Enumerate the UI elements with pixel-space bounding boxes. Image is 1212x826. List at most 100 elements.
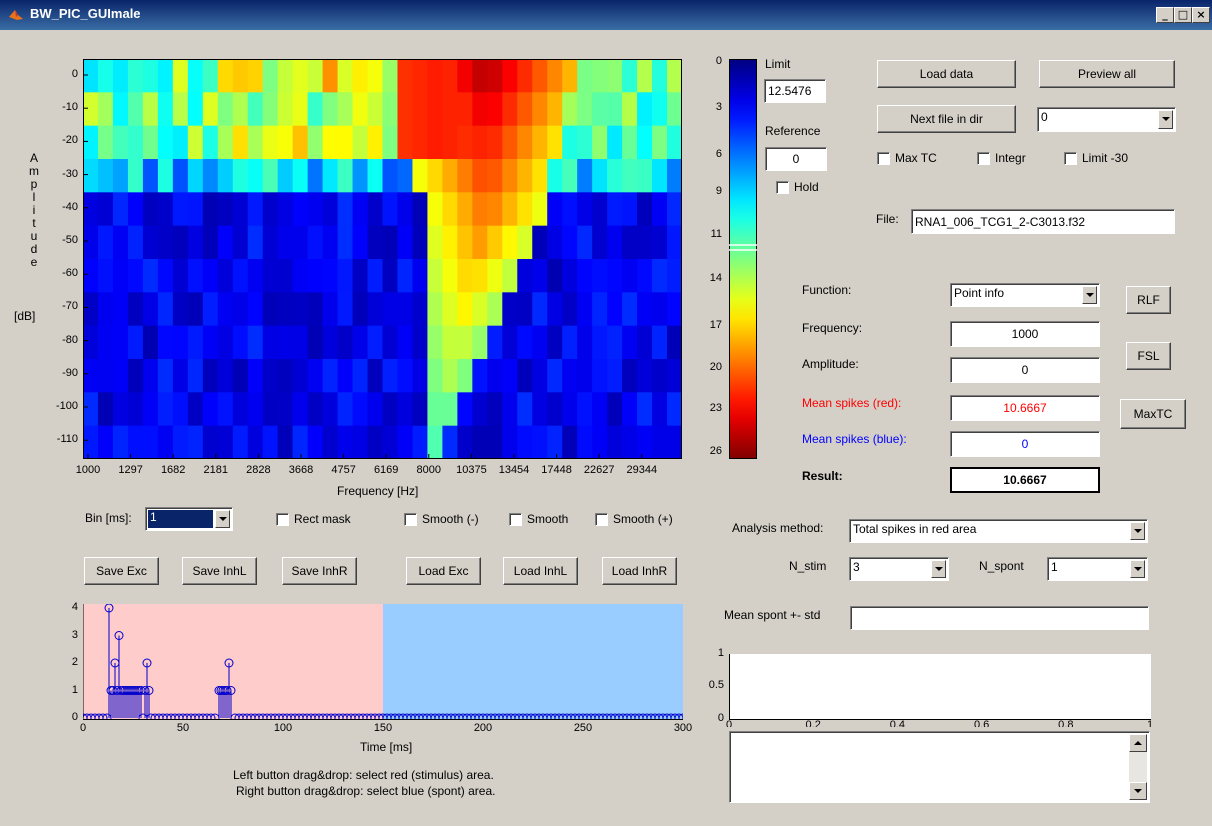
- heatmap-cell[interactable]: [112, 192, 129, 227]
- heatmap-cell[interactable]: [502, 392, 518, 427]
- heatmap-cell[interactable]: [367, 325, 384, 360]
- heatmap-cell[interactable]: [232, 59, 249, 93]
- heatmap-cell[interactable]: [232, 225, 249, 260]
- heatmap-cell[interactable]: [502, 92, 518, 127]
- heatmap-cell[interactable]: [232, 259, 249, 293]
- heatmap-cell[interactable]: [397, 159, 414, 193]
- maximize-button[interactable]: □: [1174, 7, 1192, 23]
- heatmap-cell[interactable]: [112, 225, 129, 260]
- heatmap-cell[interactable]: [187, 192, 204, 227]
- heatmap-cell[interactable]: [172, 192, 189, 227]
- heatmap-cell[interactable]: [127, 225, 144, 260]
- heatmap-cell[interactable]: [247, 325, 264, 360]
- heatmap-cell[interactable]: [157, 259, 174, 293]
- heatmap-cell[interactable]: [322, 259, 339, 293]
- heatmap-cell[interactable]: [442, 192, 458, 227]
- heatmap-cell[interactable]: [202, 225, 219, 260]
- heatmap-cell[interactable]: [517, 292, 533, 327]
- heatmap-cell[interactable]: [247, 359, 264, 393]
- heatmap-cell[interactable]: [517, 259, 533, 293]
- heatmap-cell[interactable]: [202, 392, 219, 427]
- heatmap-cell[interactable]: [397, 192, 414, 227]
- heatmap-cell[interactable]: [397, 292, 414, 327]
- heatmap-cell[interactable]: [532, 125, 548, 160]
- chevron-down-icon[interactable]: [1130, 522, 1145, 540]
- heatmap-cell[interactable]: [292, 359, 309, 393]
- heatmap-cell[interactable]: [652, 192, 668, 227]
- heatmap-cell[interactable]: [487, 92, 503, 127]
- heatmap-cell[interactable]: [517, 392, 533, 427]
- heatmap-cell[interactable]: [622, 392, 638, 427]
- heatmap-cell[interactable]: [592, 292, 608, 327]
- heatmap-cell[interactable]: [292, 292, 309, 327]
- heatmap-cell[interactable]: [112, 325, 129, 360]
- frequency-input[interactable]: 1000: [950, 321, 1100, 347]
- heatmap-cell[interactable]: [577, 325, 593, 360]
- heatmap-cell[interactable]: [637, 59, 653, 93]
- heatmap-cell[interactable]: [262, 425, 279, 459]
- heatmap-cell[interactable]: [517, 359, 533, 393]
- smooth-plus-checkbox-box[interactable]: [595, 512, 608, 526]
- heatmap-cell[interactable]: [397, 425, 414, 459]
- heatmap-cell[interactable]: [127, 292, 144, 327]
- heatmap-cell[interactable]: [472, 125, 488, 160]
- hold-checkbox[interactable]: Hold: [776, 180, 819, 194]
- heatmap-cell[interactable]: [442, 159, 458, 193]
- heatmap-cell[interactable]: [112, 359, 129, 393]
- heatmap-cell[interactable]: [427, 359, 443, 393]
- heatmap-cell[interactable]: [472, 225, 488, 260]
- heatmap-cell[interactable]: [487, 292, 503, 327]
- heatmap-cell[interactable]: [577, 259, 593, 293]
- heatmap-cell[interactable]: [292, 59, 309, 93]
- heatmap-cell[interactable]: [112, 59, 129, 93]
- heatmap-cell[interactable]: [562, 392, 578, 427]
- heatmap-cell[interactable]: [187, 59, 204, 93]
- heatmap-cell[interactable]: [217, 192, 234, 227]
- heatmap-cell[interactable]: [667, 392, 682, 427]
- heatmap-cell[interactable]: [127, 359, 144, 393]
- heatmap-cell[interactable]: [412, 292, 429, 327]
- heatmap-cell[interactable]: [667, 225, 682, 260]
- heatmap-cell[interactable]: [217, 225, 234, 260]
- heatmap-cell[interactable]: [562, 159, 578, 193]
- heatmap-cell[interactable]: [547, 425, 563, 459]
- heatmap-cell[interactable]: [652, 325, 668, 360]
- heatmap-cell[interactable]: [592, 325, 608, 360]
- spont-area[interactable]: [383, 604, 683, 720]
- heatmap-cell[interactable]: [352, 359, 369, 393]
- heatmap-cell[interactable]: [607, 325, 623, 360]
- heatmap-cell[interactable]: [172, 292, 189, 327]
- heatmap-cell[interactable]: [83, 125, 99, 160]
- heatmap-cell[interactable]: [142, 125, 159, 160]
- heatmap-cell[interactable]: [217, 125, 234, 160]
- heatmap-cell[interactable]: [637, 225, 653, 260]
- scroll-down-icon[interactable]: [1129, 782, 1147, 800]
- heatmap-cell[interactable]: [547, 292, 563, 327]
- heatmap-cell[interactable]: [622, 259, 638, 293]
- heatmap-cell[interactable]: [667, 59, 682, 93]
- heatmap-cell[interactable]: [247, 125, 264, 160]
- heatmap-cell[interactable]: [667, 125, 682, 160]
- heatmap-cell[interactable]: [142, 359, 159, 393]
- heatmap-cell[interactable]: [292, 125, 309, 160]
- heatmap-cell[interactable]: [607, 192, 623, 227]
- heatmap-cell[interactable]: [172, 359, 189, 393]
- heatmap-cell[interactable]: [97, 392, 114, 427]
- heatmap-cell[interactable]: [262, 259, 279, 293]
- heatmap-cell[interactable]: [277, 425, 294, 459]
- heatmap-cell[interactable]: [472, 292, 488, 327]
- heatmap-cell[interactable]: [217, 92, 234, 127]
- heatmap-cell[interactable]: [442, 225, 458, 260]
- heatmap-cell[interactable]: [382, 125, 399, 160]
- heatmap-cell[interactable]: [427, 92, 443, 127]
- heatmap-cell[interactable]: [532, 159, 548, 193]
- heatmap-cell[interactable]: [187, 359, 204, 393]
- heatmap-cell[interactable]: [322, 292, 339, 327]
- heatmap-cell[interactable]: [112, 425, 129, 459]
- heatmap-cell[interactable]: [232, 125, 249, 160]
- heatmap-cell[interactable]: [502, 125, 518, 160]
- heatmap-cell[interactable]: [337, 292, 354, 327]
- heatmap-cell[interactable]: [157, 325, 174, 360]
- heatmap-cell[interactable]: [667, 325, 682, 360]
- heatmap-cell[interactable]: [547, 225, 563, 260]
